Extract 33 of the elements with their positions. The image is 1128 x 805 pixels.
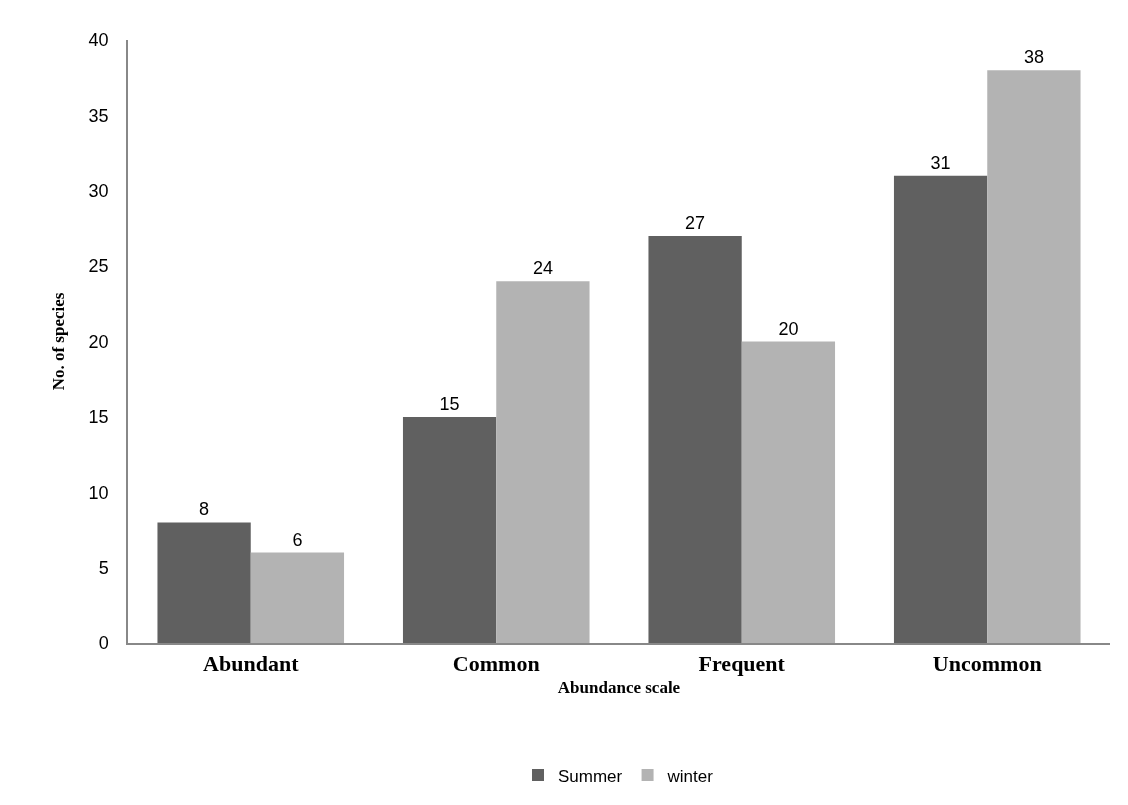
bar [250,552,345,643]
legend-label: Summer [558,766,623,786]
data-label: 31 [930,152,951,173]
bar [741,341,836,643]
data-label: 15 [439,393,460,414]
x-axis-title: Abundance scale [557,678,681,698]
data-label: 8 [199,499,210,520]
data-label: 27 [685,212,706,233]
y-tick-label: 20 [88,331,109,352]
y-axis-title: No. of species [48,292,68,391]
x-tick-label: Frequent [698,651,786,677]
x-tick-label: Common [452,651,540,677]
bar [648,235,742,643]
bar [893,175,988,643]
data-label: 20 [778,318,799,339]
legend-label: winter [666,766,714,786]
x-tick-label: Abundant [203,651,300,677]
y-tick-label: 35 [88,105,109,126]
y-tick-label: 40 [88,30,109,51]
bar [157,522,251,643]
y-tick-label: 25 [88,256,109,277]
bar [402,416,497,643]
bar [496,281,590,643]
y-tick-label: 30 [88,181,109,202]
y-tick-label: 15 [88,407,109,428]
bar [987,70,1081,643]
y-tick-label: 0 [98,633,109,654]
data-label: 6 [292,529,303,550]
y-tick-label: 5 [98,557,109,578]
x-tick-label: Uncommon [932,651,1042,677]
data-label: 24 [532,258,553,279]
y-tick-label: 10 [88,482,109,503]
data-label: 38 [1023,47,1044,68]
